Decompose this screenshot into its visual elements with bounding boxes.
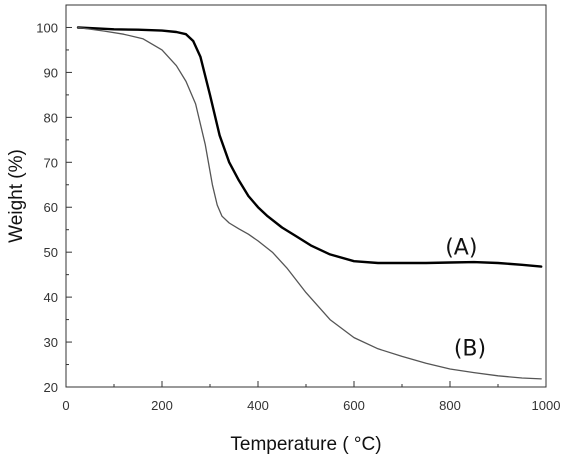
y-tick-label: 20 — [44, 380, 58, 395]
plot-frame — [65, 4, 547, 388]
x-tick-label: 0 — [62, 398, 69, 413]
x-tick-label: 400 — [247, 398, 269, 413]
y-tick-label: 90 — [44, 65, 58, 80]
y-tick-label: 70 — [44, 155, 58, 170]
series-label-a: (A) — [445, 235, 477, 260]
series-line-a — [76, 26, 543, 268]
y-tick-label: 50 — [44, 245, 58, 260]
series-label-b: (B) — [454, 337, 486, 362]
y-tick-label: 100 — [36, 20, 58, 35]
y-tick-label: 60 — [44, 200, 58, 215]
x-tick-label: 800 — [439, 398, 461, 413]
x-tick-label: 200 — [151, 398, 173, 413]
y-axis-title: Weight (%) — [6, 149, 27, 243]
y-axis: 20 30 40 50 60 70 80 90 100 — [36, 20, 72, 395]
x-tick-label: 600 — [343, 398, 365, 413]
x-axis-title: Temperature ( °C) — [230, 434, 381, 455]
series-line-b — [77, 26, 542, 380]
y-tick-label: 40 — [44, 290, 58, 305]
y-tick-label: 80 — [44, 110, 58, 125]
series-layer — [76, 26, 543, 380]
y-tick-label: 30 — [44, 335, 58, 350]
x-tick-label: 1000 — [532, 398, 561, 413]
x-axis: 0 200 400 600 800 1000 — [62, 381, 560, 413]
